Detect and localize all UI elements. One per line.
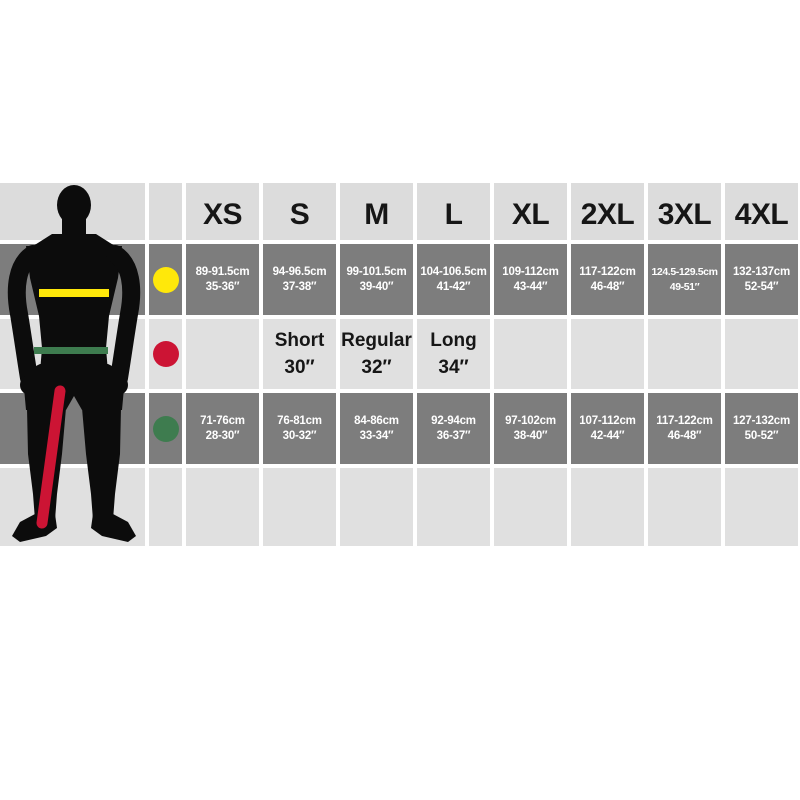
- leg-marker-red-dot-icon: [152, 341, 179, 367]
- waist-cm-s: 76-81cm: [277, 414, 322, 427]
- header-size-2xl: 2XL: [571, 183, 644, 240]
- chest-inch-xl: 43-44″: [513, 280, 548, 293]
- footer-band-m: [340, 468, 413, 546]
- footer-band-3xl: [648, 468, 721, 546]
- leg-marker-cell: [149, 319, 182, 389]
- chest-inch-4xl: 52-54″: [744, 280, 779, 293]
- waist-cm-xs: 71-76cm: [200, 414, 245, 427]
- leg-inch-l: 34″: [438, 357, 469, 378]
- chest-cm-4xl: 132-137cm: [732, 265, 791, 278]
- waist-cell-xl: 97-102cm 38-40″: [494, 393, 567, 464]
- waist-cm-3xl: 117-122cm: [656, 414, 713, 427]
- footer-band-marker: [149, 468, 182, 546]
- waist-inch-xs: 28-30″: [205, 429, 240, 442]
- header-size-s: S: [263, 183, 336, 240]
- footer-band-l: [417, 468, 490, 546]
- chest-cm-2xl: 117-122cm: [579, 265, 636, 278]
- header-size-xs: XS: [186, 183, 259, 240]
- chest-inch-xs: 35-36″: [205, 280, 240, 293]
- figure-right-leg: [82, 408, 121, 520]
- waist-cell-s: 76-81cm 30-32″: [263, 393, 336, 464]
- header-size-xl: XL: [494, 183, 567, 240]
- waist-cell-4xl: 127-132cm 50-52″: [725, 393, 798, 464]
- leg-cell-m: Regular 32″: [340, 319, 413, 389]
- leg-inch-m: 32″: [361, 357, 392, 378]
- chest-cm-m: 99-101.5cm: [346, 265, 407, 278]
- waist-cm-xl: 97-102cm: [505, 414, 556, 427]
- waist-cell-l: 92-94cm 36-37″: [417, 393, 490, 464]
- header-size-4xl: 4XL: [725, 183, 798, 240]
- figure-shorts: [24, 364, 124, 410]
- waist-inch-m: 33-34″: [359, 429, 394, 442]
- waist-cell-3xl: 117-122cm 46-48″: [648, 393, 721, 464]
- chest-inch-3xl: 49-51″: [669, 280, 700, 293]
- chest-cm-s: 94-96.5cm: [272, 265, 327, 278]
- waist-inch-2xl: 42-44″: [590, 429, 625, 442]
- header-size-3xl: 3XL: [648, 183, 721, 240]
- leg-cell-2xl: [571, 319, 644, 389]
- footer-band-s: [263, 468, 336, 546]
- chest-cm-3xl: 124.5-129.5cm: [651, 265, 718, 278]
- footer-band-2xl: [571, 468, 644, 546]
- waist-cm-4xl: 127-132cm: [732, 414, 791, 427]
- waist-cell-m: 84-86cm 33-34″: [340, 393, 413, 464]
- chest-inch-m: 39-40″: [359, 280, 394, 293]
- waist-cell-xs: 71-76cm 28-30″: [186, 393, 259, 464]
- footer-band-xl: [494, 468, 567, 546]
- header-marker-spacer: [149, 183, 182, 240]
- size-chart-table: XS S M L XL 2XL 3XL 4XL 89-91.5cm 35-36″…: [0, 183, 798, 546]
- leg-cell-4xl: [725, 319, 798, 389]
- chest-cm-xl: 109-112cm: [502, 265, 559, 278]
- chest-cell-2xl: 117-122cm 46-48″: [571, 244, 644, 315]
- chest-marker-yellow-dot-icon: [152, 266, 179, 293]
- figure-left-arm: [7, 245, 42, 387]
- chest-cell-3xl: 124.5-129.5cm 49-51″: [648, 244, 721, 315]
- chest-cell-m: 99-101.5cm 39-40″: [340, 244, 413, 315]
- footer-band-4xl: [725, 468, 798, 546]
- waist-inch-l: 36-37″: [436, 429, 471, 442]
- waist-inch-s: 30-32″: [282, 429, 317, 442]
- leg-cell-xl: [494, 319, 567, 389]
- header-size-m: M: [340, 183, 413, 240]
- waist-measure-line: [34, 347, 108, 354]
- chest-cell-xs: 89-91.5cm 35-36″: [186, 244, 259, 315]
- leg-label-m: Regular: [341, 330, 412, 351]
- waist-inch-xl: 38-40″: [513, 429, 548, 442]
- chest-inch-s: 37-38″: [282, 280, 317, 293]
- header-size-l: L: [417, 183, 490, 240]
- waist-cell-2xl: 107-112cm 42-44″: [571, 393, 644, 464]
- waist-cm-2xl: 107-112cm: [579, 414, 636, 427]
- waist-inch-4xl: 50-52″: [744, 429, 779, 442]
- leg-label-s: Short: [274, 330, 325, 351]
- body-silhouette: [7, 185, 141, 542]
- figure-shoulders: [30, 234, 118, 248]
- waist-marker-green-dot-icon: [152, 415, 179, 442]
- figure-right-foot: [91, 514, 136, 542]
- waist-marker-cell: [149, 393, 182, 464]
- waist-cm-m: 84-86cm: [354, 414, 399, 427]
- footer-band-xs: [186, 468, 259, 546]
- figure-right-arm: [106, 245, 141, 387]
- chest-marker-cell: [149, 244, 182, 315]
- chest-measure-line: [39, 289, 109, 297]
- chest-cm-l: 104-106.5cm: [420, 265, 487, 278]
- chest-cell-s: 94-96.5cm 37-38″: [263, 244, 336, 315]
- chest-cm-xs: 89-91.5cm: [195, 265, 250, 278]
- inseam-measure-line: [36, 385, 66, 529]
- leg-cell-s: Short 30″: [263, 319, 336, 389]
- chest-inch-l: 41-42″: [436, 280, 471, 293]
- figure-torso: [26, 246, 122, 372]
- leg-cell-l: Long 34″: [417, 319, 490, 389]
- waist-cm-l: 92-94cm: [431, 414, 476, 427]
- figure-left-foot: [12, 514, 57, 542]
- leg-cell-xs: [186, 319, 259, 389]
- waist-inch-3xl: 46-48″: [667, 429, 702, 442]
- leg-label-l: Long: [430, 330, 477, 351]
- chest-cell-xl: 109-112cm 43-44″: [494, 244, 567, 315]
- chest-inch-2xl: 46-48″: [590, 280, 625, 293]
- leg-inch-s: 30″: [284, 357, 315, 378]
- chest-cell-4xl: 132-137cm 52-54″: [725, 244, 798, 315]
- chest-cell-l: 104-106.5cm 41-42″: [417, 244, 490, 315]
- leg-cell-3xl: [648, 319, 721, 389]
